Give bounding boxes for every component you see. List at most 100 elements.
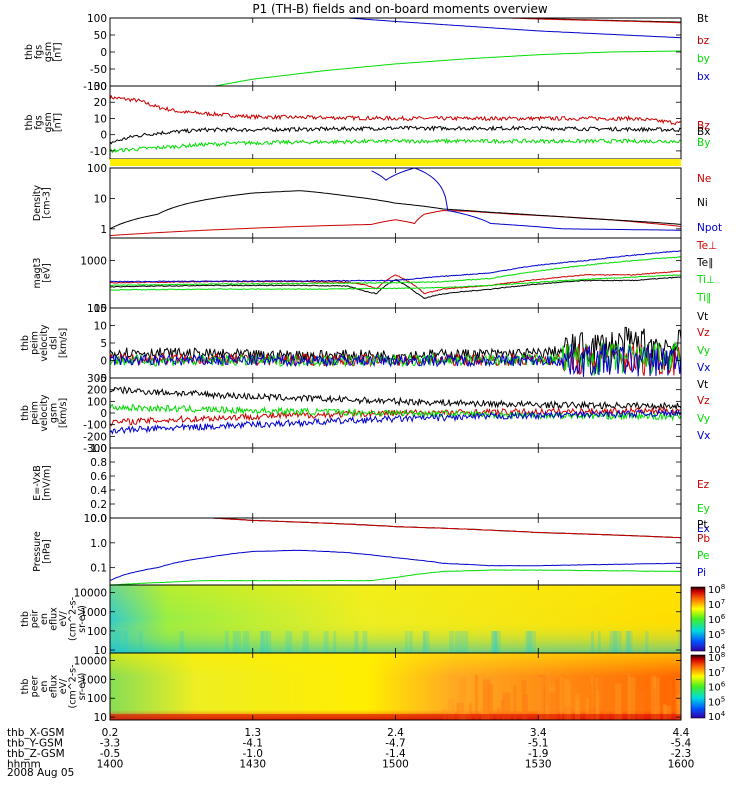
series-line	[110, 569, 681, 585]
y-tick-label: 0.6	[90, 471, 107, 483]
ephemeris-value: -3.3	[100, 738, 121, 750]
panel-4: Te⊥ Te∥ Ti⊥ Ti∥ 1000 100 magt3[eV]	[32, 237, 717, 315]
y-tick-label: 10	[94, 113, 107, 125]
series-line	[110, 270, 681, 295]
y-axis-label: thb	[24, 44, 35, 60]
panel-9: 10810710610510410000100010010thbpeirenef…	[20, 583, 726, 657]
legend-label: Vy	[697, 413, 710, 425]
y-axis-label: gsm	[49, 403, 60, 423]
ephemeris-value: -0.5	[100, 748, 121, 760]
series-line	[110, 137, 681, 154]
y-tick-label: 30	[94, 81, 107, 93]
y-axis-label: thb	[20, 679, 31, 695]
y-axis-label: [mV/m]	[42, 465, 53, 501]
date-label: 2008 Aug 05	[7, 767, 74, 779]
legend-label: Ti∥	[696, 292, 711, 304]
spectrogram-10	[110, 653, 681, 720]
series-line	[110, 385, 681, 411]
y-tick-label: 0.2	[90, 499, 107, 511]
series-line	[110, 256, 681, 287]
y-axis-label: [km/s]	[58, 398, 69, 428]
y-tick-label: 0.8	[90, 457, 107, 469]
y-tick-label: 1000	[80, 256, 107, 268]
y-axis-label: magt3	[32, 258, 43, 289]
y-axis-label: peer	[30, 676, 41, 698]
series-line	[110, 124, 681, 145]
y-tick-label: -10	[90, 146, 107, 158]
legend-label: Pi	[697, 567, 706, 579]
legend-label: By	[697, 137, 710, 149]
y-axis-label: thb	[20, 405, 31, 421]
panel-7: Ez Ey Ex 1.0 0.8 0.6 0.4 0.2 0.0 E=-VxB[mV/m]	[32, 443, 710, 535]
legend-label: Bx	[697, 126, 710, 138]
y-axis-label: gsm	[43, 112, 54, 132]
y-tick-label: -200	[83, 431, 107, 443]
ephemeris-value: 1600	[668, 759, 695, 771]
panel-8: Pt Pb Pe Pi 10.0 1.0 0.1 Pressure[nPa]	[32, 513, 710, 586]
legend-label: Te⊥	[696, 240, 717, 252]
panel-frame	[109, 517, 682, 586]
y-tick-label: 0.1	[90, 563, 107, 575]
y-axis-label: [nPa]	[42, 539, 53, 564]
y-tick-label: 10000	[74, 588, 107, 600]
figure-title: P1 (TH-B) fields and on-board moments ov…	[252, 2, 548, 16]
series-line	[371, 168, 681, 231]
series-line	[110, 408, 681, 435]
y-axis-label: E=-VxB	[32, 465, 43, 500]
ephemeris-value: -1.9	[528, 748, 549, 760]
panel-frame	[109, 447, 682, 519]
y-axis-label: (cm^2-s-	[68, 597, 79, 641]
y-axis-label: gsm	[43, 42, 54, 62]
y-axis-label: thb	[20, 611, 31, 627]
legend-label: Te∥	[696, 257, 713, 269]
ephemeris-value: -4.7	[385, 738, 406, 750]
ephemeris-value: 1.3	[244, 727, 261, 739]
y-axis-label: [cm-3]	[42, 187, 53, 218]
ephemeris-value: 3.4	[530, 727, 547, 739]
colorbar-tick: 107	[708, 666, 725, 679]
series-line	[110, 190, 681, 230]
y-axis-label: fgs	[34, 45, 45, 59]
ephemeris-value: 4.4	[673, 727, 690, 739]
y-axis-label: en	[39, 613, 50, 625]
y-tick-label: 200	[87, 385, 107, 397]
legend-label: Vy	[697, 345, 710, 357]
spectrogram-9	[110, 585, 681, 653]
y-tick-label: 0.4	[90, 485, 107, 497]
y-tick-label: 50	[94, 30, 107, 42]
quality-flag-bar	[110, 159, 681, 166]
y-tick-label: -50	[90, 64, 107, 76]
y-axis-label: [nT]	[53, 42, 64, 61]
panels: Btbzbybx100500-50-100thbfgsgsm[nT]BzBxBy…	[20, 13, 726, 724]
y-tick-label: -300	[83, 443, 107, 455]
colorbar-tick: 105	[708, 695, 725, 708]
series-line	[110, 549, 681, 582]
ephemeris-value: 0.2	[102, 727, 119, 739]
series-line	[110, 209, 681, 237]
y-tick-label: 5	[100, 338, 107, 350]
legend-label: Ni	[697, 197, 708, 209]
legend-label: bx	[697, 71, 710, 83]
y-axis-label: thb	[24, 115, 35, 131]
ephemeris-value: -2.3	[671, 748, 692, 760]
colorbar-tick: 108	[708, 583, 725, 596]
ephemeris-label: hhmm	[7, 759, 41, 771]
series-line	[110, 250, 681, 283]
legend-label: by	[697, 53, 710, 65]
y-axis-label: velocity	[39, 394, 50, 432]
panel-frame	[109, 85, 682, 160]
legend-label: Pe	[697, 550, 709, 562]
series-line	[110, 274, 681, 291]
ephemeris-value: 1500	[382, 759, 409, 771]
y-tick-label: 100	[87, 163, 107, 175]
y-axis-label: [eV]	[42, 263, 53, 283]
legend-label: Bz	[697, 120, 710, 132]
colorbar-tick: 106	[708, 681, 726, 694]
ephemeris-value: -4.1	[243, 738, 264, 750]
legend-label: Ex	[697, 523, 710, 535]
ephemeris-value: 1430	[239, 759, 266, 771]
colorbar-tick: 107	[708, 598, 725, 611]
y-axis-label: velocity	[39, 324, 50, 362]
